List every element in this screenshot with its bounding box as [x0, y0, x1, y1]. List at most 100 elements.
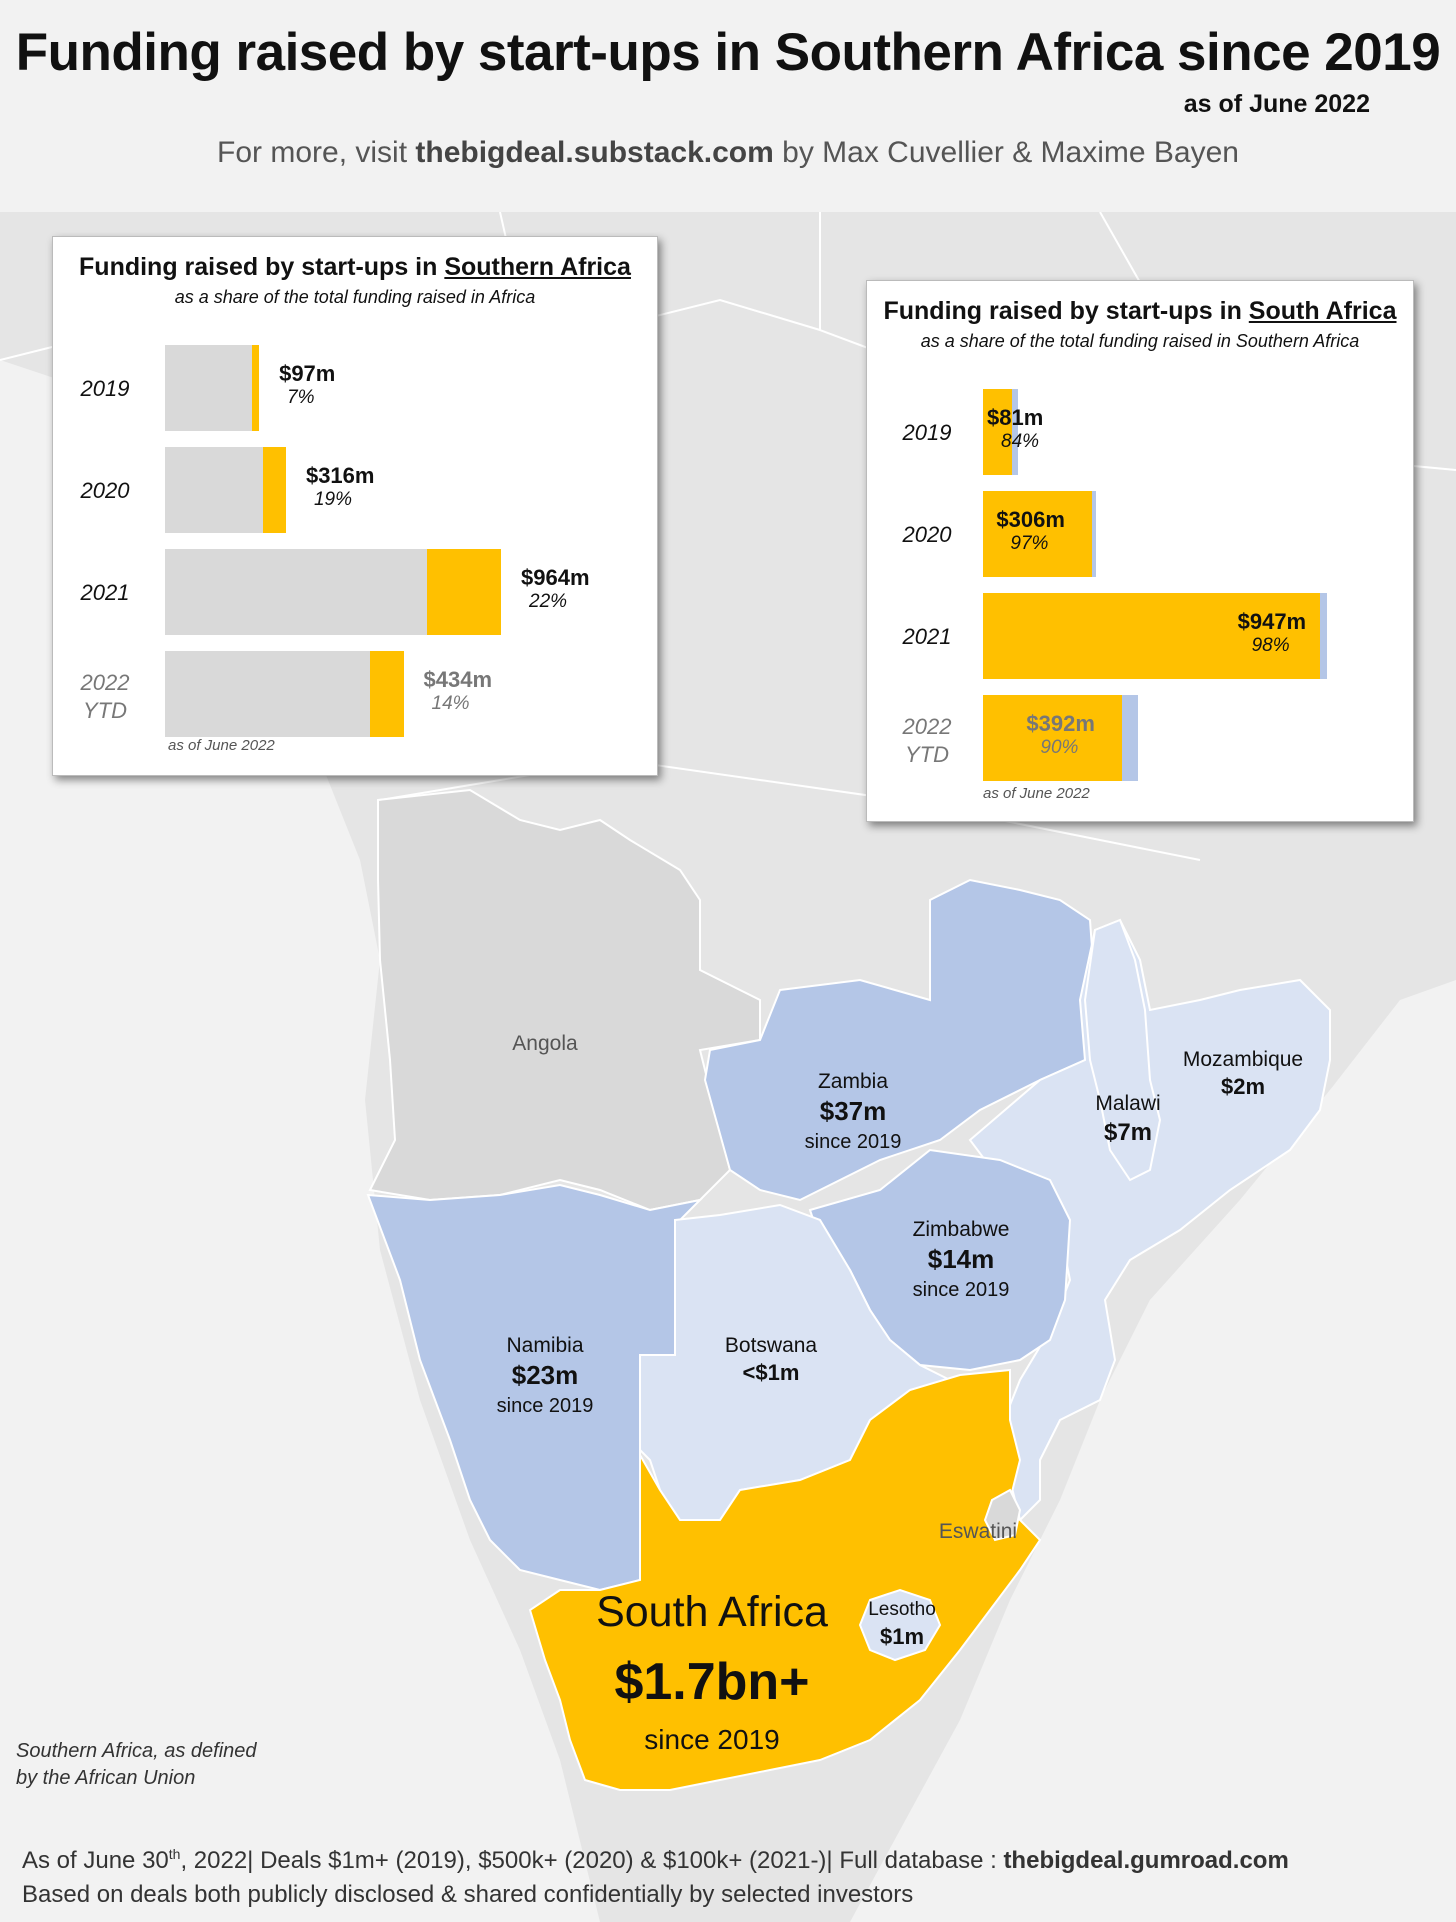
year-label-part: YTD: [905, 741, 949, 767]
eswatini-name: Eswatini: [938, 1520, 1018, 1543]
value-share: 7%: [287, 387, 315, 409]
namibia-since: since 2019: [496, 1395, 594, 1418]
bar-total-3: [165, 651, 371, 737]
value-amount: $81m: [987, 405, 1044, 430]
year-label-part: 2019: [902, 420, 952, 445]
year-label-0: 2019: [887, 419, 967, 447]
footer-line-2: Based on deals both publicly disclosed &…: [22, 1880, 914, 1908]
value-label-2: $964m 22%: [521, 565, 590, 614]
year-label-part: 2022: [902, 714, 952, 739]
bar-share-2: [427, 549, 501, 635]
panel-left-note: as of June 2022: [168, 737, 275, 754]
bar-share-3: [370, 651, 404, 737]
as-of-date: as of June 2022: [1183, 90, 1370, 118]
zambia-label: Zambia $37m since 2019: [805, 1068, 902, 1155]
value-amount: $964m: [521, 565, 590, 590]
bar-share-1: [262, 447, 286, 533]
panel-left-subtitle: as a share of the total funding raised i…: [174, 287, 536, 307]
eswatini-label: Eswatini: [939, 1518, 1017, 1545]
value-share: 84%: [1001, 431, 1040, 453]
panel-right-note: as of June 2022: [983, 785, 1090, 802]
panel-right-title-region: South Africa: [1248, 297, 1397, 325]
value-share: 19%: [313, 489, 352, 511]
namibia-name: Namibia: [506, 1334, 584, 1357]
lesotho-label: Lesotho $1m: [868, 1595, 936, 1651]
year-label-0: 2019: [65, 375, 145, 403]
botswana-amount: <$1m: [742, 1360, 800, 1386]
value-label-3: $434m 14%: [424, 667, 493, 716]
footer-date: As of June 30: [22, 1847, 169, 1874]
panel-southern-africa: Funding raised by start-ups in Southern …: [52, 236, 658, 776]
mozambique-name: Mozambique: [1182, 1048, 1304, 1071]
year-label-2: 2021: [887, 623, 967, 651]
value-amount: $97m: [279, 361, 336, 386]
value-share: 22%: [529, 591, 568, 613]
year-label-3: 2022 YTD: [887, 713, 967, 768]
zimbabwe-amount: $14m: [927, 1244, 995, 1275]
bar-remainder-0: [1012, 389, 1018, 475]
bar-remainder-2: [1320, 593, 1327, 679]
panel-left-title-prefix: Funding raised by start-ups in: [79, 253, 445, 281]
bar-share-0: [983, 389, 1013, 475]
lesotho-name: Lesotho: [868, 1599, 936, 1620]
year-label-part: 2021: [80, 580, 130, 605]
bar-total-0: [165, 345, 253, 431]
lesotho-shape: [858, 1588, 942, 1662]
year-label-part: 2020: [80, 478, 130, 503]
botswana-label: Botswana <$1m: [725, 1332, 817, 1388]
zimbabwe-since: since 2019: [912, 1279, 1010, 1302]
panel-south-africa: Funding raised by start-ups in South Afr…: [866, 280, 1414, 822]
bar-total-1: [165, 447, 263, 533]
bar-share-1: [983, 491, 1093, 577]
side-note-line-2: by the African Union: [16, 1767, 196, 1789]
value-share: 98%: [1251, 635, 1290, 657]
panel-right-subtitle: as a share of the total funding raised i…: [920, 331, 1360, 351]
year-label-part: 2021: [902, 624, 952, 649]
footer-criteria: , 2022| Deals $1m+ (2019), $500k+ (2020)…: [180, 1847, 1004, 1874]
value-amount: $306m: [996, 507, 1065, 532]
zimbabwe-name: Zimbabwe: [912, 1218, 1010, 1241]
value-amount: $947m: [1237, 609, 1307, 634]
header: Funding raised by start-ups in Southern …: [0, 0, 1456, 212]
namibia-amount: $23m: [511, 1360, 579, 1391]
malawi-label: Malawi $7m: [1095, 1090, 1160, 1148]
south-africa-since: since 2019: [644, 1724, 780, 1755]
bar-share-3: [983, 695, 1123, 781]
zambia-amount: $37m: [819, 1096, 887, 1127]
year-label-part: 2020: [902, 522, 952, 547]
bar-share-2: [983, 593, 1321, 679]
year-label-part: 2019: [80, 376, 130, 401]
value-label-0: $97m 7%: [279, 361, 335, 410]
panel-left-title-region: Southern Africa: [444, 253, 631, 281]
malawi-shape: [1083, 918, 1162, 1182]
side-note: Southern Africa, as defined by the Afric…: [16, 1738, 257, 1792]
subtitle-prefix: For more, visit: [217, 136, 416, 169]
gumroad-link[interactable]: thebigdeal.gumroad.com: [1003, 1847, 1289, 1874]
panel-right-title-prefix: Funding raised by start-ups in: [883, 297, 1249, 325]
year-label-1: 2020: [887, 521, 967, 549]
value-label-1: $316m 19%: [306, 463, 375, 512]
mozambique-amount: $2m: [1220, 1074, 1266, 1100]
angola-name: Angola: [512, 1032, 578, 1055]
year-label-part: 2022: [80, 670, 130, 695]
value-amount: $316m: [305, 463, 375, 488]
substack-link[interactable]: thebigdeal.substack.com: [415, 136, 774, 169]
zambia-shape: [703, 878, 1097, 1202]
page-title: Funding raised by start-ups in Southern …: [15, 23, 1441, 82]
value-label-0: $81m 84%: [987, 405, 1043, 454]
value-share: 14%: [431, 693, 470, 715]
value-label-1: $306m 97%: [996, 507, 1065, 556]
mozambique-label: Mozambique $2m: [1183, 1046, 1303, 1102]
bar-total-2: [165, 549, 428, 635]
namibia-label: Namibia $23m since 2019: [497, 1332, 594, 1419]
bar-share-0: [252, 345, 260, 431]
value-amount: $392m: [1026, 711, 1095, 736]
footer-line-1: As of June 30th, 2022| Deals $1m+ (2019)…: [22, 1844, 1289, 1878]
year-label-3: 2022 YTD: [65, 669, 145, 724]
zambia-since: since 2019: [804, 1131, 902, 1154]
south-africa-amount: $1.7bn+: [614, 1653, 810, 1711]
malawi-name: Malawi: [1095, 1092, 1161, 1115]
sea-right: [890, 1000, 1456, 1922]
panel-left-title: Funding raised by start-ups in Southern …: [53, 253, 657, 282]
value-label-2: $947m 98%: [1238, 609, 1307, 658]
